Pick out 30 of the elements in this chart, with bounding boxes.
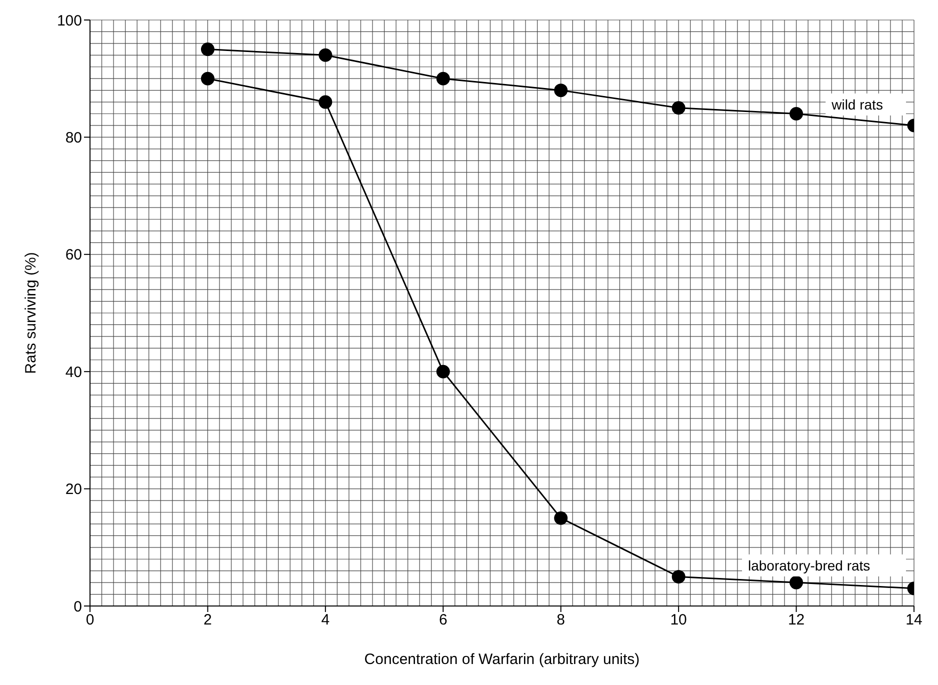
point — [790, 107, 804, 121]
x-tick-label: 8 — [556, 612, 566, 629]
x-axis-title: Concentration of Warfarin (arbitrary units) — [364, 651, 640, 668]
point — [200, 72, 214, 86]
y-tick-label: 0 — [74, 598, 82, 616]
x-tick-label: 2 — [204, 612, 212, 629]
y-tick-label: 80 — [65, 130, 82, 147]
point — [318, 95, 332, 109]
x-tick-label: 6 — [438, 612, 448, 629]
y-axis-title: Rats surviving (%) — [22, 252, 40, 374]
point — [436, 364, 450, 378]
point — [200, 42, 214, 56]
x-tick-label: 0 — [86, 612, 94, 629]
y-tick-label: 20 — [65, 481, 82, 498]
y-tick-label: 40 — [65, 364, 82, 381]
point — [436, 72, 450, 86]
point — [318, 48, 332, 62]
x-tick-label: 12 — [788, 612, 805, 629]
x-tick-label: 4 — [321, 612, 330, 629]
y-tick-label: 100 — [56, 12, 82, 30]
series-label: laboratory-bred rats — [748, 557, 870, 574]
point — [554, 511, 568, 525]
point — [672, 101, 686, 115]
series-label: wild rats — [830, 96, 883, 112]
x-tick-label: 14 — [906, 612, 922, 629]
point — [672, 570, 686, 584]
y-tick-label: 60 — [65, 246, 82, 264]
x-tick-label: 10 — [670, 612, 687, 629]
point — [790, 576, 804, 590]
point — [554, 84, 568, 98]
